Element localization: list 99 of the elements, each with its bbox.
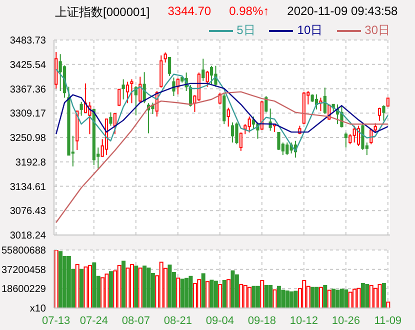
candlestick xyxy=(264,96,268,113)
candlestick xyxy=(58,54,62,92)
candlestick xyxy=(202,58,205,82)
bar xyxy=(290,291,294,308)
candlestick xyxy=(126,81,130,104)
candlestick xyxy=(113,113,116,135)
bar xyxy=(382,282,386,308)
candlestick xyxy=(226,107,230,128)
bar xyxy=(184,278,189,308)
bar xyxy=(264,284,268,308)
y-tick-label: x10 xyxy=(30,304,46,315)
bar xyxy=(134,266,138,308)
bar xyxy=(180,278,184,308)
bar xyxy=(108,271,113,308)
candlestick xyxy=(352,125,356,144)
candlestick xyxy=(286,142,289,156)
x-tick-label: 10-26 xyxy=(332,314,360,327)
bar xyxy=(252,286,256,308)
candlestick xyxy=(382,104,386,122)
bar xyxy=(323,284,328,308)
legend-label: 5日 xyxy=(236,22,256,39)
x-tick-label: 10-12 xyxy=(290,314,318,327)
bar xyxy=(142,266,147,308)
candlestick xyxy=(164,52,167,64)
candlestick xyxy=(248,116,251,133)
x-tick-label: 07-24 xyxy=(80,314,108,327)
bar xyxy=(276,286,281,308)
y-tick-label: 3367.36 xyxy=(10,84,46,96)
x-tick-label: 11-09 xyxy=(374,314,402,327)
candlestick xyxy=(172,77,176,97)
bar xyxy=(340,288,344,308)
candlestick xyxy=(118,88,121,107)
legend-label: 10日 xyxy=(296,22,323,39)
x-tick-label: 09-18 xyxy=(248,314,276,327)
y-tick-label: 3250.98 xyxy=(10,133,46,144)
candlestick xyxy=(356,125,360,146)
y-tick-label: 3192.8 xyxy=(15,157,46,168)
bar xyxy=(230,270,235,308)
bar xyxy=(332,288,336,308)
bar xyxy=(66,256,71,308)
candlestick xyxy=(122,78,125,100)
bar xyxy=(281,290,286,308)
bar xyxy=(365,284,370,308)
candlestick xyxy=(252,116,256,130)
text: 0.98%↑ xyxy=(229,4,270,20)
candlestick xyxy=(235,122,238,145)
chart-title: 上证指数[000001] xyxy=(55,4,150,21)
bar xyxy=(234,274,239,308)
y-tick-label: 37200458 xyxy=(2,264,46,276)
bar xyxy=(188,276,193,308)
candlestick xyxy=(323,87,326,115)
bar xyxy=(122,260,126,308)
bar xyxy=(360,282,365,308)
y-tick-label: 3309.17 xyxy=(10,108,46,120)
candlestick xyxy=(80,101,83,116)
x-tick-label: 07-13 xyxy=(42,314,70,327)
bar xyxy=(285,290,290,308)
candlestick xyxy=(361,124,364,151)
candlestick xyxy=(230,122,234,144)
text: 3344.70 xyxy=(168,4,212,20)
candlestick xyxy=(109,112,112,126)
candlestick xyxy=(210,65,214,85)
bar xyxy=(310,286,315,308)
bar xyxy=(268,284,273,308)
bar xyxy=(92,262,96,308)
bar xyxy=(336,290,340,308)
bar xyxy=(168,264,172,308)
y-tick-label: 3425.54 xyxy=(10,60,46,71)
candlestick xyxy=(130,78,134,104)
legend-label: 30日 xyxy=(364,22,390,39)
candlestick xyxy=(168,56,172,76)
y-tick-label: 3483.73 xyxy=(10,36,46,47)
y-tick-label: 55800688 xyxy=(2,246,46,257)
x-tick-label: 09-04 xyxy=(206,314,234,327)
bar xyxy=(201,273,206,308)
candlestick xyxy=(206,70,209,88)
bar xyxy=(294,290,298,308)
candlestick xyxy=(239,132,242,152)
bar xyxy=(80,268,84,308)
y-tick-label: 3018.24 xyxy=(10,230,46,242)
y-tick-label: 18600229 xyxy=(2,284,46,296)
text: 2020-11-09 09:43:58 xyxy=(287,4,398,20)
candlestick xyxy=(88,101,92,135)
bar xyxy=(210,280,214,308)
x-tick-label: 08-21 xyxy=(164,314,192,327)
bar xyxy=(214,280,218,308)
candlestick xyxy=(151,102,154,115)
bar xyxy=(344,289,348,308)
bar xyxy=(314,286,319,308)
x-tick-label: 08-07 xyxy=(122,314,150,327)
candlestick xyxy=(277,132,280,151)
bar xyxy=(58,251,63,308)
y-tick-label: 3076.43 xyxy=(10,206,46,218)
bar xyxy=(146,268,151,308)
candlestick xyxy=(378,107,382,122)
bar xyxy=(256,286,260,308)
candlestick xyxy=(344,132,348,148)
y-tick-label: 3134.61 xyxy=(10,182,46,193)
bar xyxy=(222,280,226,308)
